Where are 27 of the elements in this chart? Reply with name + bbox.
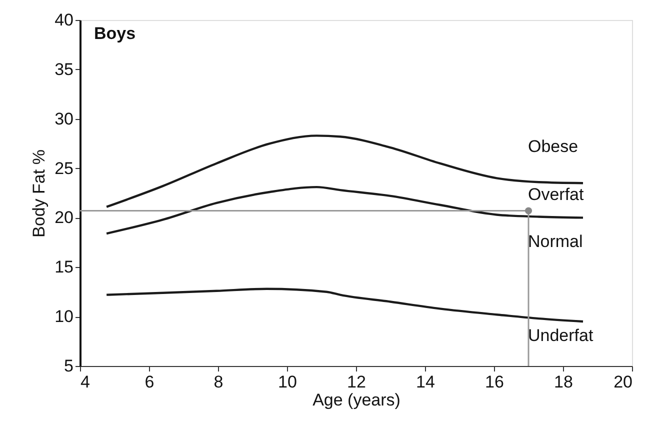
y-tick-label: 35	[54, 60, 74, 79]
x-tick-label: 12	[347, 372, 366, 392]
chart-title: Boys	[94, 24, 136, 43]
y-tick-label: 30	[54, 109, 74, 128]
line-series	[105, 288, 584, 323]
x-tick-label: 8	[214, 372, 224, 392]
x-tick-label: 4	[80, 372, 90, 392]
x-tick-label: 14	[416, 372, 435, 392]
x-tick-label: 10	[278, 372, 297, 392]
y-axis-title: Body Fat %	[30, 150, 49, 238]
y-tick-label: 25	[54, 158, 74, 178]
y-tick-label: 15	[54, 258, 74, 277]
line-series	[105, 134, 584, 208]
annotation: Overfat	[528, 185, 584, 204]
y-tick-label: 40	[54, 10, 74, 30]
x-tick-label: 16	[485, 372, 504, 392]
y-tick-label: 20	[54, 208, 74, 228]
annotation: Underfat	[528, 326, 594, 345]
line-series	[105, 186, 584, 235]
y-tick-label: 10	[54, 307, 74, 326]
annotation: Normal	[528, 232, 583, 251]
x-tick-label: 20	[614, 372, 632, 392]
x-tick-label: 6	[144, 372, 154, 392]
y-tick-label: 5	[64, 356, 74, 376]
x-tick-label: 18	[554, 372, 573, 392]
annotation: Obese	[528, 137, 578, 156]
x-axis-title: Age (years)	[312, 390, 400, 410]
